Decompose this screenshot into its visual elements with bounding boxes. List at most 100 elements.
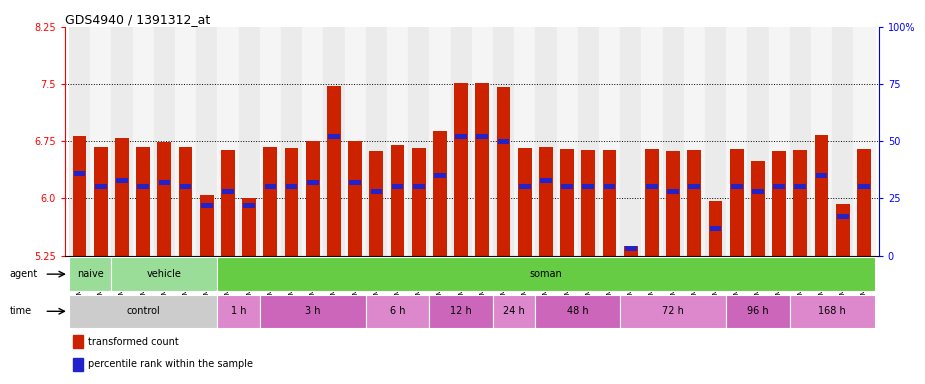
Bar: [604, 184, 615, 189]
Bar: [73, 358, 82, 371]
Bar: [73, 136, 86, 256]
Bar: [306, 141, 320, 256]
Bar: [369, 151, 383, 256]
FancyBboxPatch shape: [217, 295, 260, 328]
Bar: [578, 27, 598, 256]
Text: time: time: [9, 306, 31, 316]
Bar: [450, 27, 472, 256]
Text: agent: agent: [9, 269, 38, 279]
Bar: [391, 184, 403, 189]
Bar: [433, 131, 447, 256]
Bar: [222, 189, 234, 194]
Bar: [455, 134, 467, 139]
Bar: [286, 184, 298, 189]
Bar: [260, 27, 281, 256]
FancyBboxPatch shape: [493, 295, 536, 328]
Bar: [498, 139, 510, 144]
FancyBboxPatch shape: [69, 295, 217, 328]
Bar: [795, 184, 807, 189]
Bar: [350, 180, 361, 185]
Bar: [641, 27, 662, 256]
FancyBboxPatch shape: [429, 295, 493, 328]
FancyBboxPatch shape: [365, 295, 429, 328]
Bar: [620, 27, 641, 256]
Bar: [200, 195, 214, 256]
Bar: [811, 27, 832, 256]
Bar: [242, 198, 256, 256]
Text: percentile rank within the sample: percentile rank within the sample: [88, 359, 253, 369]
Bar: [137, 184, 149, 189]
Bar: [497, 87, 511, 256]
Bar: [179, 147, 192, 256]
Bar: [583, 184, 594, 189]
Text: transformed count: transformed count: [88, 337, 179, 347]
Bar: [709, 202, 722, 256]
Bar: [264, 147, 278, 256]
Bar: [413, 184, 425, 189]
FancyBboxPatch shape: [217, 257, 874, 291]
Bar: [472, 27, 493, 256]
Bar: [365, 27, 387, 256]
Text: 96 h: 96 h: [747, 306, 769, 316]
FancyBboxPatch shape: [69, 257, 111, 291]
Bar: [390, 145, 404, 256]
Bar: [815, 135, 829, 256]
Bar: [687, 150, 701, 256]
Bar: [387, 27, 408, 256]
Bar: [95, 184, 106, 189]
Bar: [281, 27, 302, 256]
Bar: [837, 214, 848, 219]
Bar: [790, 27, 811, 256]
Bar: [493, 27, 514, 256]
Bar: [598, 27, 620, 256]
Bar: [603, 151, 616, 256]
FancyBboxPatch shape: [260, 295, 365, 328]
Bar: [90, 27, 111, 256]
Bar: [196, 27, 217, 256]
Bar: [324, 27, 344, 256]
Text: soman: soman: [530, 269, 562, 279]
Bar: [454, 83, 468, 256]
Text: 168 h: 168 h: [819, 306, 846, 316]
Bar: [561, 184, 573, 189]
Text: GDS4940 / 1391312_at: GDS4940 / 1391312_at: [65, 13, 210, 26]
Bar: [158, 180, 170, 185]
Bar: [832, 27, 853, 256]
FancyBboxPatch shape: [726, 295, 790, 328]
Text: naive: naive: [77, 269, 104, 279]
Bar: [684, 27, 705, 256]
Bar: [349, 141, 362, 256]
Text: 1 h: 1 h: [231, 306, 246, 316]
Bar: [705, 27, 726, 256]
Bar: [519, 184, 531, 189]
Bar: [475, 83, 489, 256]
Bar: [751, 161, 765, 256]
Bar: [73, 336, 82, 348]
Bar: [667, 189, 679, 194]
Bar: [328, 134, 339, 139]
Bar: [239, 27, 260, 256]
Bar: [709, 225, 722, 231]
Bar: [434, 173, 446, 178]
Bar: [539, 147, 553, 256]
Bar: [179, 184, 191, 189]
Bar: [117, 177, 128, 183]
Bar: [518, 148, 532, 256]
Bar: [344, 27, 365, 256]
Bar: [265, 184, 277, 189]
Bar: [243, 203, 255, 208]
FancyBboxPatch shape: [111, 257, 217, 291]
Bar: [201, 203, 213, 208]
Bar: [154, 27, 175, 256]
Bar: [115, 138, 129, 256]
Bar: [853, 27, 874, 256]
Bar: [561, 149, 574, 256]
Bar: [730, 149, 744, 256]
Bar: [94, 147, 107, 256]
Bar: [175, 27, 196, 256]
Bar: [74, 171, 85, 176]
Bar: [157, 142, 171, 256]
Bar: [221, 151, 235, 256]
Bar: [773, 184, 785, 189]
Bar: [111, 27, 132, 256]
